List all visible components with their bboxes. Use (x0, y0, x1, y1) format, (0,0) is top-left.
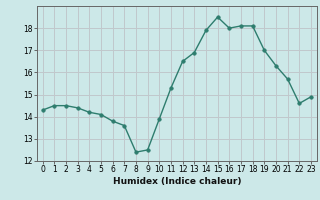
X-axis label: Humidex (Indice chaleur): Humidex (Indice chaleur) (113, 177, 241, 186)
